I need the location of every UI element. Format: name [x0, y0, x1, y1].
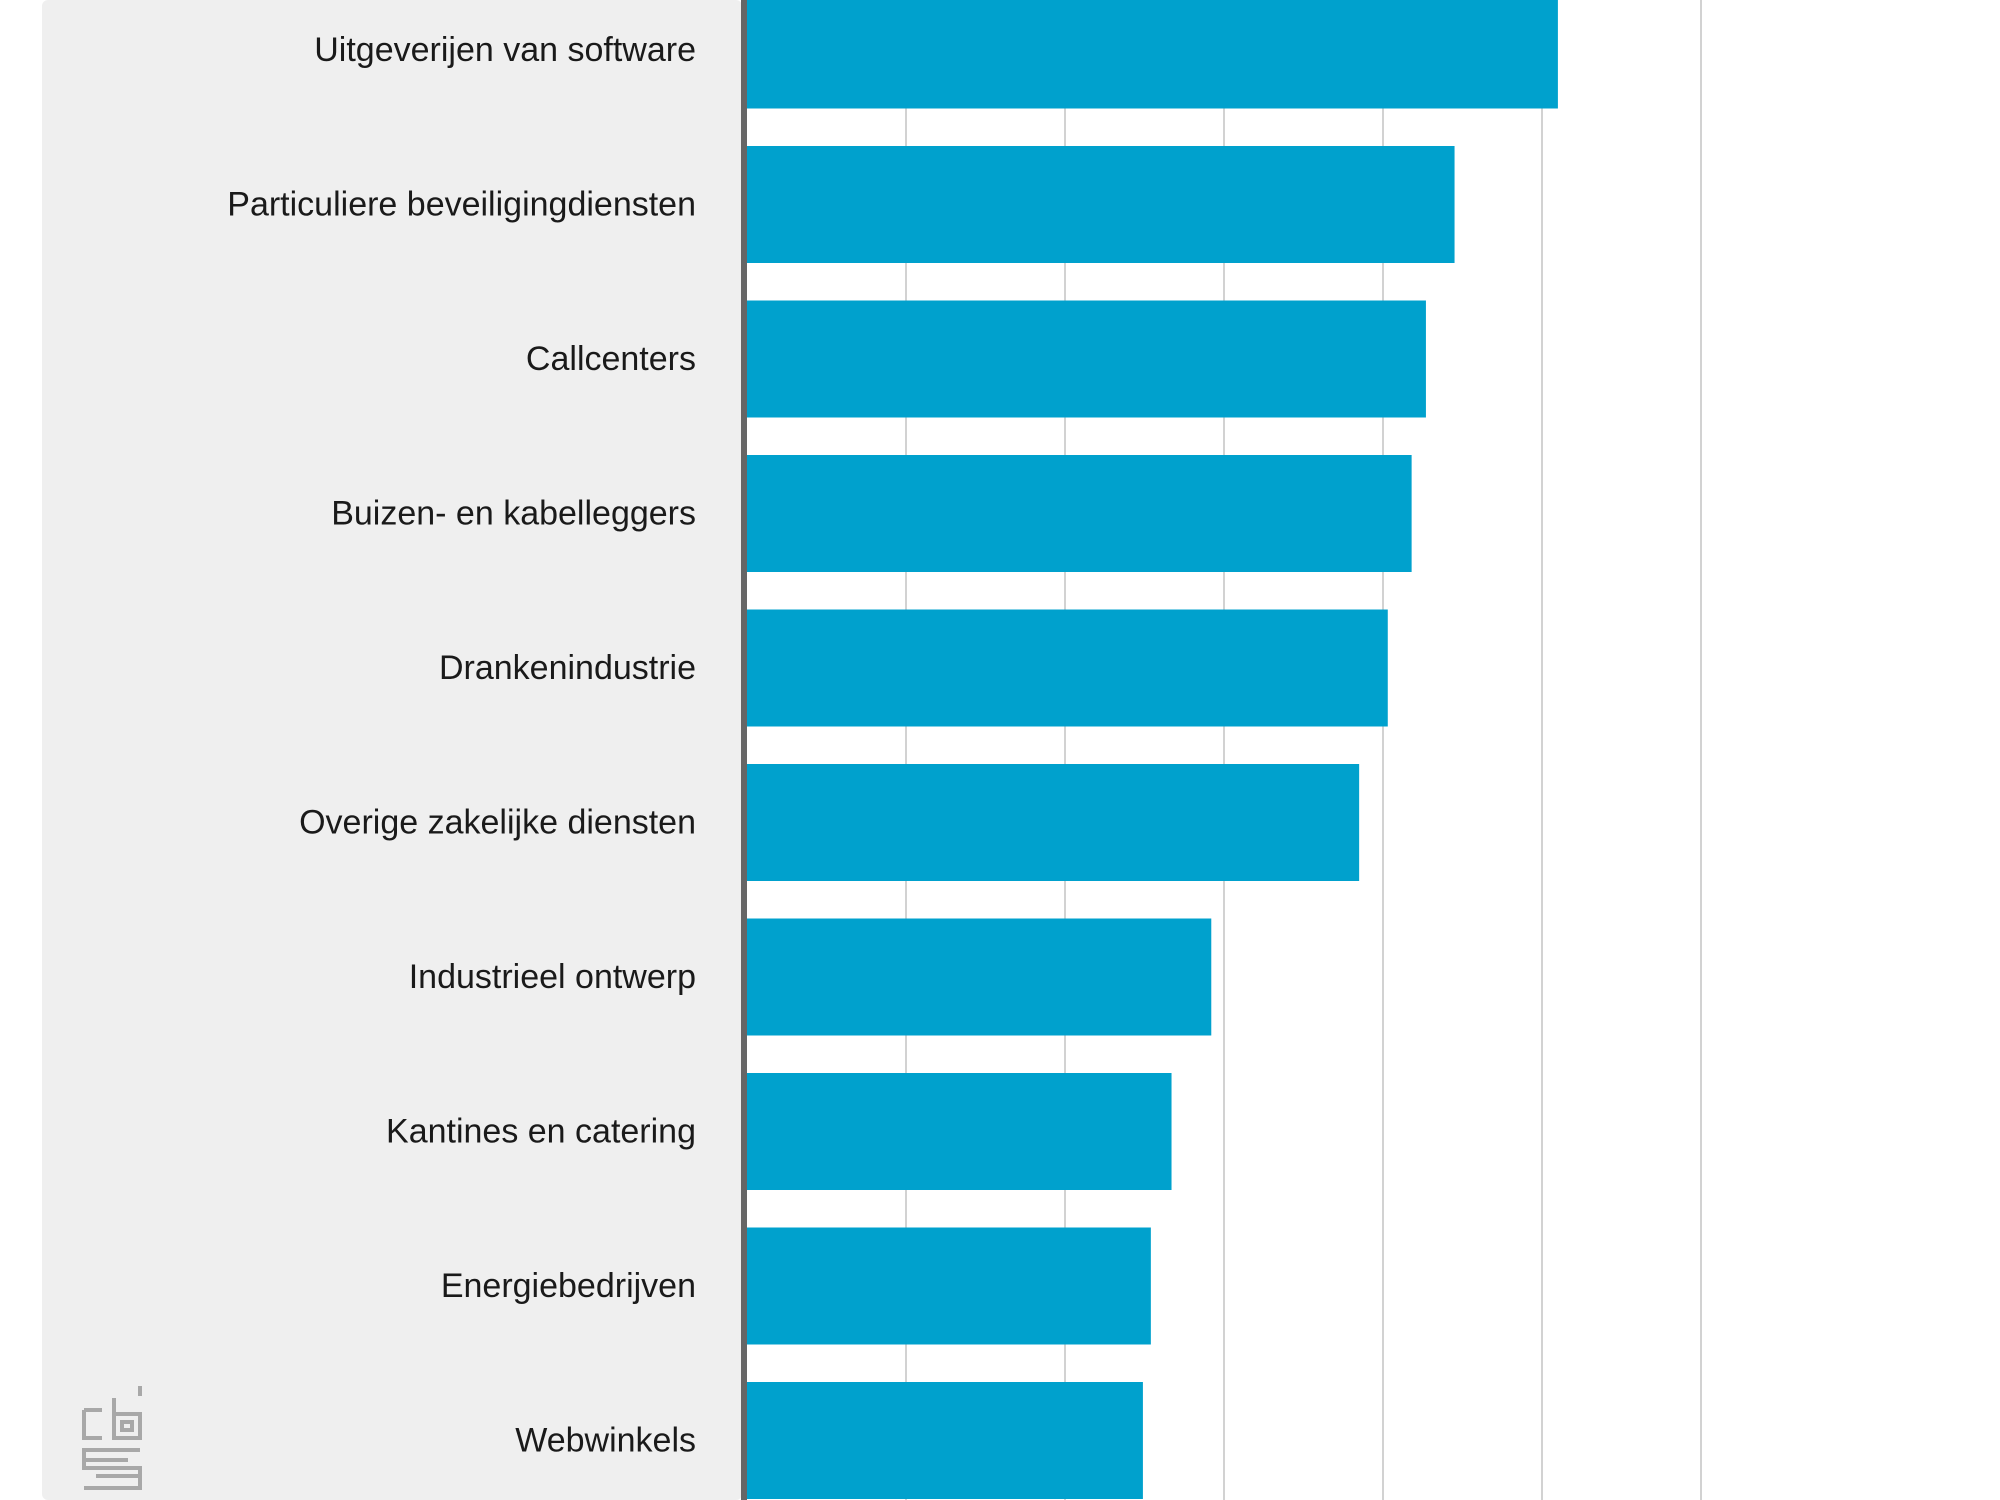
bar-5[interactable] [747, 609, 1388, 727]
bar-9[interactable] [747, 1227, 1151, 1345]
category-label-3: Callcenters [526, 340, 696, 378]
bar-4[interactable] [747, 455, 1412, 572]
category-label-2: Particuliere beveiligingdiensten [227, 186, 696, 224]
category-label-9: Energiebedrijven [441, 1267, 696, 1305]
category-label-4: Buizen- en kabelleggers [331, 495, 696, 533]
bars-group [747, 0, 1558, 1499]
cbs-logo-icon [82, 1386, 142, 1490]
category-label-8: Kantines en catering [386, 1113, 696, 1151]
bar-6[interactable] [747, 764, 1360, 881]
category-label-panel [42, 0, 742, 1500]
category-label-7: Industrieel ontwerp [409, 958, 696, 996]
y-axis-line [741, 0, 747, 1500]
bar-1[interactable] [747, 0, 1558, 109]
category-labels-group: Uitgeverijen van software Particuliere be… [227, 31, 696, 1460]
category-label-1: Uitgeverijen van software [314, 31, 696, 69]
bar-8[interactable] [747, 1073, 1172, 1190]
bar-2[interactable] [747, 146, 1455, 263]
bar-7[interactable] [747, 918, 1212, 1036]
bar-3[interactable] [747, 300, 1426, 418]
category-label-10: Webwinkels [515, 1422, 696, 1460]
category-label-5: Drankenindustrie [439, 649, 696, 687]
category-label-6: Overige zakelijke diensten [299, 804, 696, 842]
bar-10[interactable] [747, 1382, 1143, 1499]
